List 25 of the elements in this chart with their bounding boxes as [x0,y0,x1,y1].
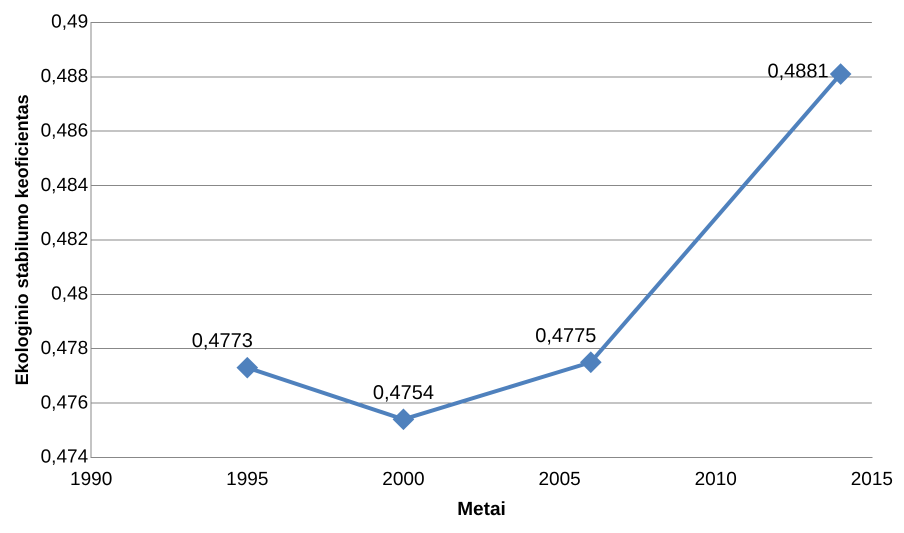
y-tick-label: 0,488 [40,66,88,88]
x-tick-label: 2000 [382,469,425,490]
data-label: 0,4754 [372,382,434,404]
y-tick-label: 0,49 [51,12,88,33]
y-tick-label: 0,476 [40,392,88,414]
x-tick-label: 2015 [850,469,894,490]
x-tick-label: 1995 [226,469,268,490]
data-label: 0,4775 [535,324,596,347]
y-tick-label: 0,486 [40,120,88,142]
x-tick-label: 1990 [70,469,112,490]
x-tick-label: 2005 [538,469,581,490]
y-tick-label: 0,474 [40,446,89,468]
point [237,358,258,378]
y-tick-label: 0,482 [40,229,88,250]
x-axis-title: Metai [457,498,506,520]
y-tick-label: 0,48 [51,284,88,305]
data-label: 0,4773 [192,330,253,352]
point [830,64,851,84]
y-tick-label: 0,478 [40,338,88,359]
data-label: 0,4881 [767,60,829,83]
x-tick-label: 2010 [694,469,737,490]
y-tick-label: 0,484 [40,174,89,196]
y-axis-title: Ekologinio stabilumo keoficientas [12,94,32,386]
point [393,409,414,430]
point [580,352,601,372]
